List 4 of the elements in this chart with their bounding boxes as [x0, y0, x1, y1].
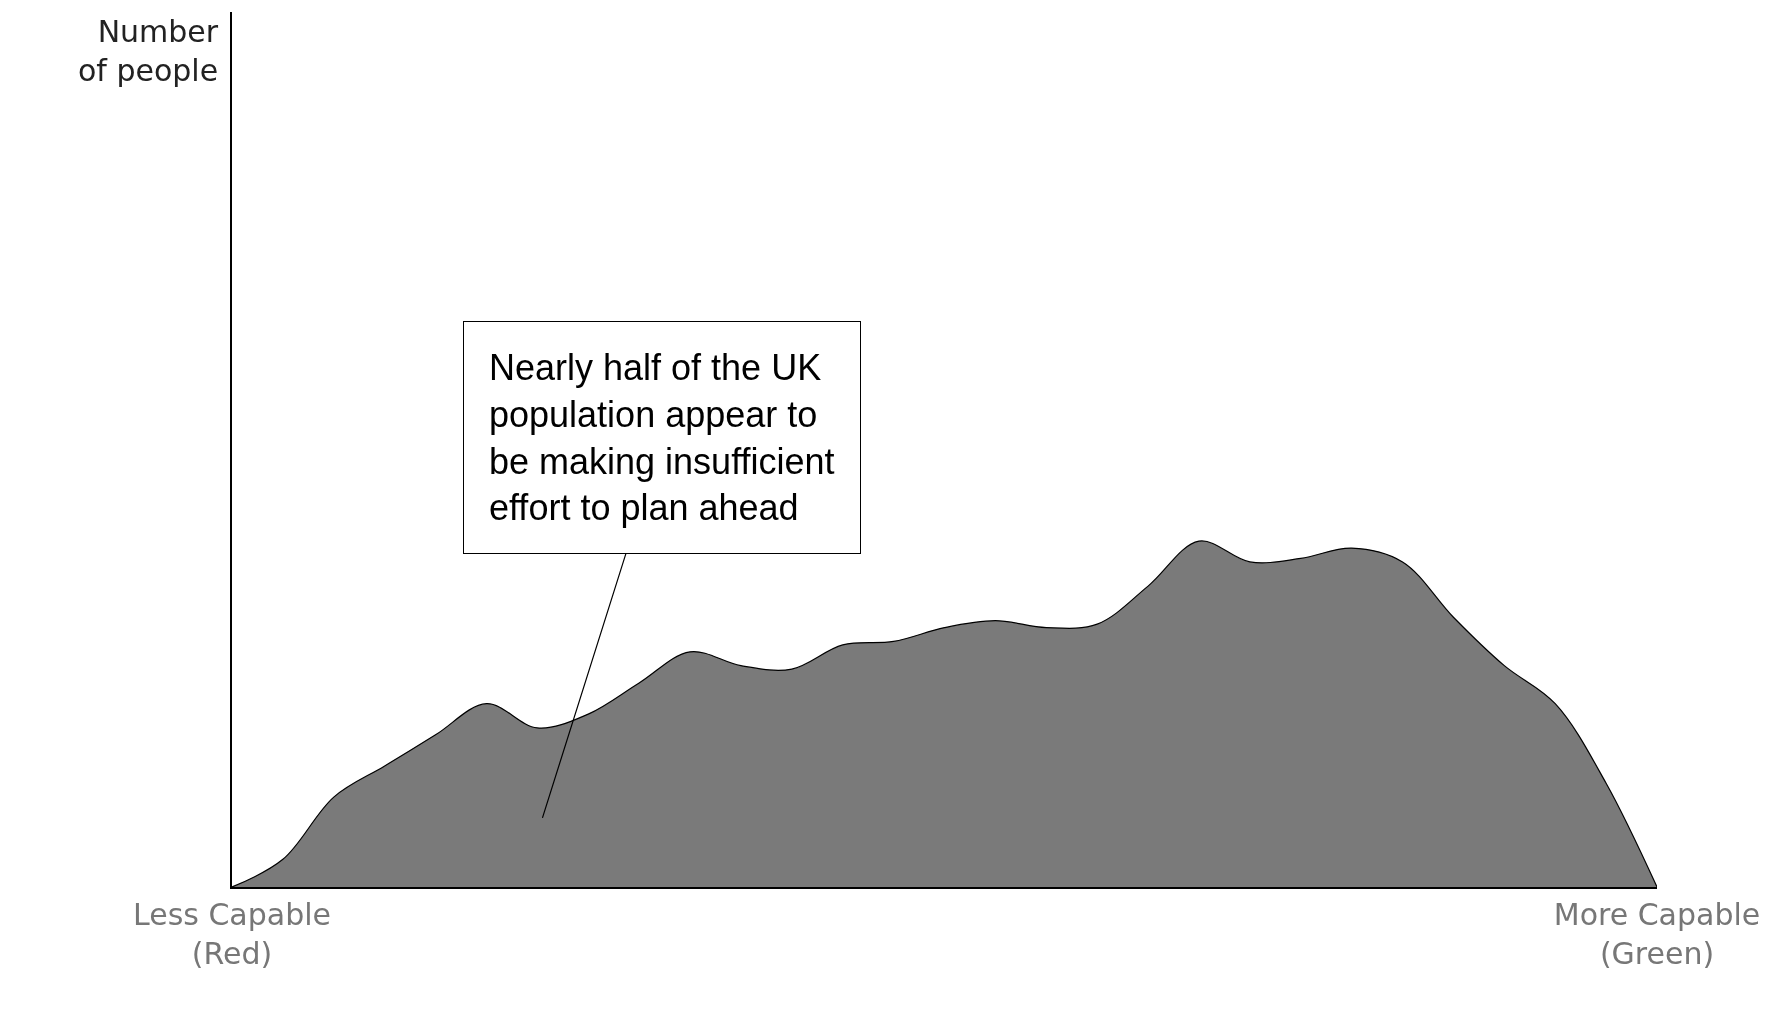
x-tick-label: Less Capable (Red)	[132, 897, 332, 971]
text: Number of people	[78, 14, 219, 88]
x-tick-label: More Capable (Green)	[1553, 897, 1761, 971]
text: Nearly half of the UK population appear to be making insufficient effort to plan ahead	[489, 347, 835, 529]
